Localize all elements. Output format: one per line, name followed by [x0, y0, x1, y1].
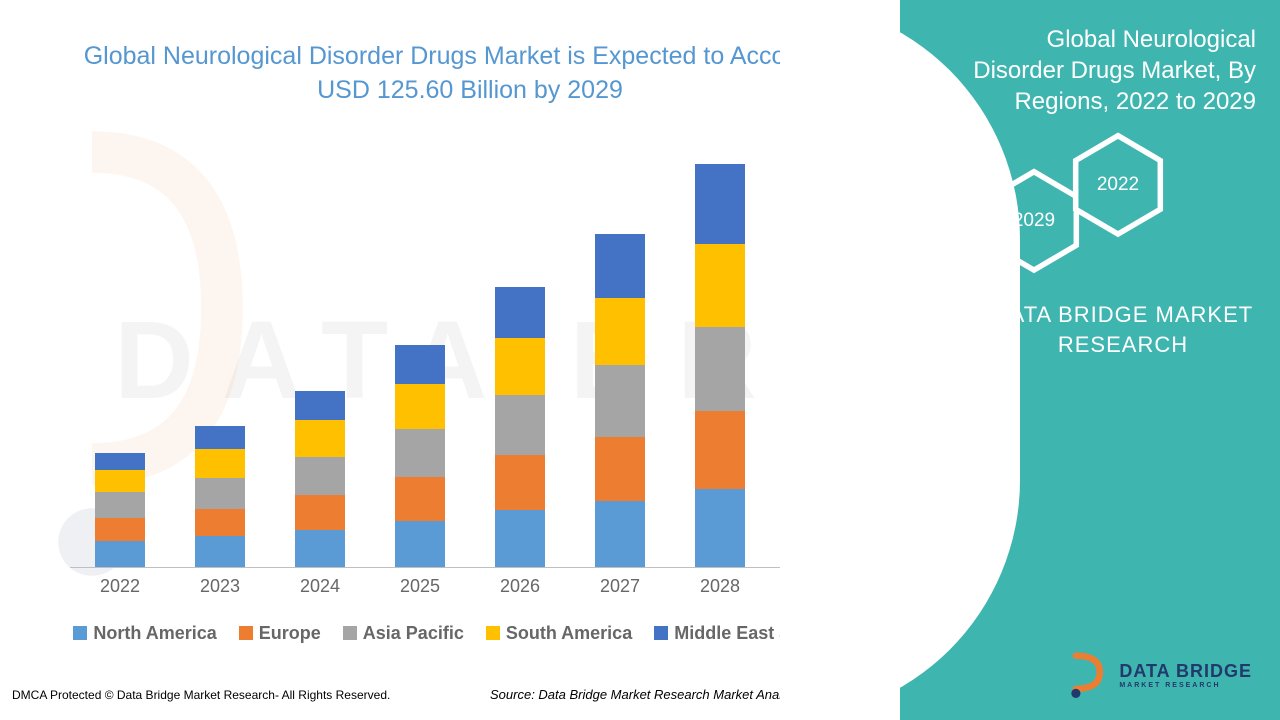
bar-seg	[695, 164, 745, 245]
bar-seg	[595, 437, 645, 501]
bar-seg	[595, 298, 645, 366]
legend-label: Europe	[259, 623, 321, 644]
bar-2024	[295, 391, 345, 567]
legend-item: North America	[73, 623, 216, 644]
hexagon-year-2022: 2022	[1072, 132, 1164, 238]
bar-2027	[595, 234, 645, 567]
x-tick-label: 2026	[495, 576, 545, 597]
bar-seg	[295, 391, 345, 420]
logo-mark-icon	[1063, 652, 1109, 698]
legend-label: North America	[93, 623, 216, 644]
dmca-notice: DMCA Protected © Data Bridge Market Rese…	[12, 688, 390, 702]
bar-seg	[495, 395, 545, 455]
bar-2022	[95, 453, 145, 566]
legend-swatch	[239, 626, 253, 640]
bar-seg	[195, 449, 245, 478]
legend-swatch	[343, 626, 357, 640]
bar-seg	[695, 411, 745, 489]
bar-seg	[595, 234, 645, 298]
bar-seg	[695, 244, 745, 326]
bar-seg	[495, 510, 545, 567]
bar-seg	[495, 287, 545, 337]
hex-label: 2022	[1097, 174, 1139, 196]
right-panel-title: Global Neurological Disorder Drugs Marke…	[960, 24, 1256, 118]
bar-seg	[95, 518, 145, 541]
bar-2025	[395, 345, 445, 566]
legend-label: South America	[506, 623, 632, 644]
legend-label: Asia Pacific	[363, 623, 464, 644]
bar-seg	[95, 453, 145, 469]
bar-2028	[695, 164, 745, 567]
x-tick-label: 2022	[95, 576, 145, 597]
bar-seg	[395, 345, 445, 383]
x-tick-label: 2025	[395, 576, 445, 597]
x-tick-label: 2027	[595, 576, 645, 597]
x-axis-labels: 20222023202420252026202720282029	[70, 576, 870, 597]
chart-legend: North America Europe Asia Pacific South Ame…	[70, 623, 870, 644]
bar-seg	[395, 429, 445, 477]
bar-seg	[195, 478, 245, 509]
bar-seg	[295, 530, 345, 567]
bar-seg	[695, 489, 745, 567]
legend-swatch	[654, 626, 668, 640]
hex-label: 2029	[1013, 210, 1055, 232]
logo-text: DATA BRIDGE	[1119, 661, 1252, 682]
bar-seg	[695, 327, 745, 411]
x-tick-label: 2024	[295, 576, 345, 597]
bar-seg	[395, 384, 445, 430]
legend-item: Europe	[239, 623, 321, 644]
hexagon-year-2029: 2029	[988, 168, 1080, 274]
bar-seg	[395, 521, 445, 567]
bar-seg	[95, 492, 145, 518]
stacked-bar-chart	[70, 138, 870, 568]
legend-item: Asia Pacific	[343, 623, 464, 644]
bar-seg	[195, 426, 245, 449]
company-logo: DATA BRIDGE MARKET RESEARCH	[1063, 652, 1252, 698]
right-info-panel: Global Neurological Disorder Drugs Marke…	[900, 0, 1280, 720]
bar-seg	[295, 420, 345, 457]
bar-seg	[95, 541, 145, 567]
chart-panel: Global Neurological Disorder Drugs Marke…	[0, 0, 900, 720]
bar-seg	[95, 470, 145, 493]
bar-seg	[295, 457, 345, 495]
bar-seg	[195, 536, 245, 566]
x-tick-label: 2028	[695, 576, 745, 597]
brand-name: DATA BRIDGE MARKET RESEARCH	[990, 300, 1256, 359]
bar-seg	[395, 477, 445, 521]
bar-2026	[495, 287, 545, 566]
legend-swatch	[73, 626, 87, 640]
x-tick-label: 2023	[195, 576, 245, 597]
bar-seg	[595, 365, 645, 436]
bar-seg	[495, 338, 545, 395]
logo-subtext: MARKET RESEARCH	[1119, 682, 1252, 689]
chart-title: Global Neurological Disorder Drugs Marke…	[70, 40, 870, 108]
bar-2023	[195, 426, 245, 567]
legend-item: South America	[486, 623, 632, 644]
bar-seg	[195, 509, 245, 536]
bar-seg	[495, 455, 545, 510]
bar-seg	[295, 495, 345, 530]
bar-seg	[595, 501, 645, 567]
legend-swatch	[486, 626, 500, 640]
